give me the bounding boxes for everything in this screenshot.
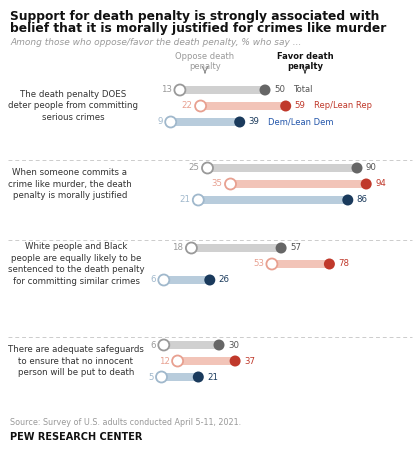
Text: 30: 30 xyxy=(228,340,239,349)
Bar xyxy=(207,164,357,172)
Circle shape xyxy=(172,355,183,366)
Circle shape xyxy=(202,163,213,174)
Circle shape xyxy=(276,242,286,253)
Text: The death penalty DOES
deter people from committing
serious crimes: The death penalty DOES deter people from… xyxy=(8,90,138,122)
Circle shape xyxy=(158,274,169,285)
Text: When someone commits a
crime like murder, the death
penalty is morally justified: When someone commits a crime like murder… xyxy=(8,168,132,200)
Text: 78: 78 xyxy=(339,260,349,268)
Circle shape xyxy=(324,258,335,269)
Text: 90: 90 xyxy=(366,164,377,173)
Circle shape xyxy=(234,116,245,127)
Circle shape xyxy=(260,84,270,96)
Text: 35: 35 xyxy=(212,180,223,189)
Circle shape xyxy=(158,339,169,350)
Text: There are adequate safeguards
to ensure that no innocent
person will be put to d: There are adequate safeguards to ensure … xyxy=(8,345,144,377)
Bar xyxy=(162,373,198,381)
Text: 57: 57 xyxy=(290,244,301,252)
Bar xyxy=(231,180,366,188)
Text: 18: 18 xyxy=(172,244,184,252)
Circle shape xyxy=(156,371,167,382)
Text: White people and Black
people are equally likely to be
sentenced to the death pe: White people and Black people are equall… xyxy=(8,242,144,286)
Bar xyxy=(192,244,281,252)
Text: 12: 12 xyxy=(159,356,170,365)
Circle shape xyxy=(352,163,362,174)
Text: 53: 53 xyxy=(253,260,264,268)
Text: 21: 21 xyxy=(207,372,218,382)
Circle shape xyxy=(193,195,204,206)
Bar xyxy=(164,341,219,349)
Text: Dem/Lean Dem: Dem/Lean Dem xyxy=(268,118,333,126)
Circle shape xyxy=(165,116,176,127)
Text: 25: 25 xyxy=(189,164,200,173)
Text: belief that it is morally justified for crimes like murder: belief that it is morally justified for … xyxy=(10,22,386,35)
Text: PEW RESEARCH CENTER: PEW RESEARCH CENTER xyxy=(10,432,142,442)
Bar xyxy=(272,260,329,268)
Circle shape xyxy=(342,195,353,206)
Circle shape xyxy=(204,274,215,285)
Text: 39: 39 xyxy=(249,118,260,126)
Circle shape xyxy=(230,355,241,366)
Text: 86: 86 xyxy=(357,196,368,205)
Bar xyxy=(178,357,235,365)
Text: 6: 6 xyxy=(150,276,156,284)
Text: Source: Survey of U.S. adults conducted April 5-11, 2021.: Source: Survey of U.S. adults conducted … xyxy=(10,418,241,427)
Text: Oppose death
penalty: Oppose death penalty xyxy=(176,52,234,71)
Text: 6: 6 xyxy=(150,340,156,349)
Text: 5: 5 xyxy=(148,372,153,382)
Text: 37: 37 xyxy=(244,356,255,365)
Bar xyxy=(180,86,265,94)
Circle shape xyxy=(195,100,206,111)
Text: Support for death penalty is strongly associated with: Support for death penalty is strongly as… xyxy=(10,10,379,23)
Text: 59: 59 xyxy=(295,102,306,110)
Text: 22: 22 xyxy=(181,102,193,110)
Text: 21: 21 xyxy=(179,196,190,205)
Circle shape xyxy=(225,179,236,190)
Text: 94: 94 xyxy=(375,180,386,189)
Bar xyxy=(171,118,240,126)
Text: Among those who oppose/favor the death penalty, % who say ...: Among those who oppose/favor the death p… xyxy=(10,38,302,47)
Circle shape xyxy=(213,339,225,350)
Text: Total: Total xyxy=(293,86,312,94)
Text: 26: 26 xyxy=(219,276,230,284)
Circle shape xyxy=(174,84,185,96)
Text: 50: 50 xyxy=(274,86,285,94)
Bar xyxy=(201,102,286,110)
Text: Rep/Lean Rep: Rep/Lean Rep xyxy=(314,102,372,110)
Text: 9: 9 xyxy=(158,118,163,126)
Text: Favor death
penalty: Favor death penalty xyxy=(277,52,333,71)
Bar xyxy=(198,196,348,204)
Circle shape xyxy=(186,242,197,253)
Circle shape xyxy=(361,179,372,190)
Circle shape xyxy=(280,100,291,111)
Bar xyxy=(164,276,210,284)
Circle shape xyxy=(193,371,204,382)
Text: 13: 13 xyxy=(161,86,172,94)
Circle shape xyxy=(266,258,277,269)
